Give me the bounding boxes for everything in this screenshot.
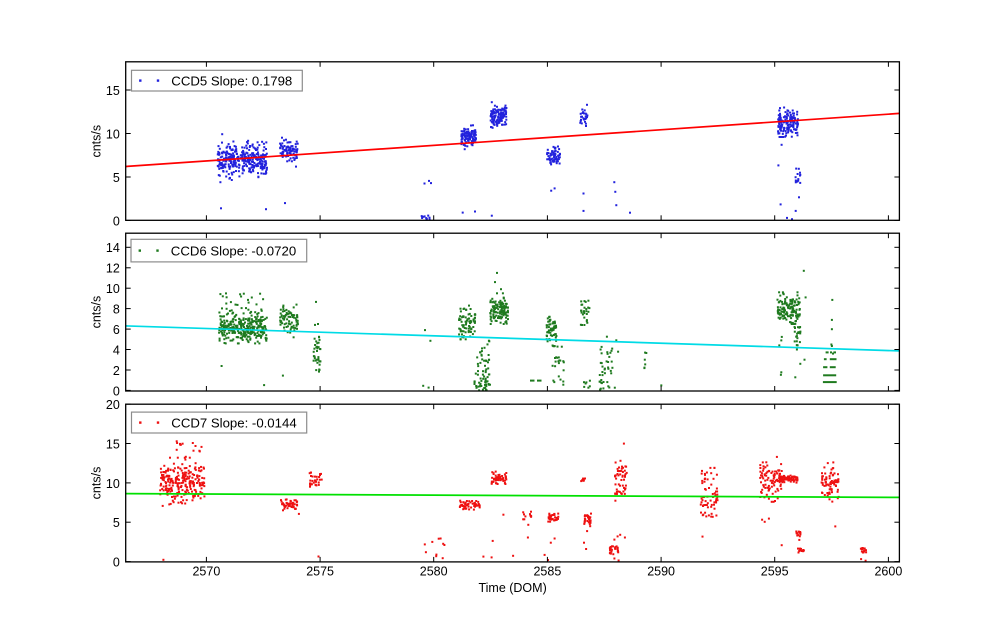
svg-text:0: 0 xyxy=(113,384,120,398)
svg-text:4: 4 xyxy=(113,343,120,357)
svg-text:cnts/s: cnts/s xyxy=(90,467,104,500)
svg-text:10: 10 xyxy=(106,127,120,141)
svg-text:10: 10 xyxy=(106,477,120,491)
svg-text:2575: 2575 xyxy=(306,565,334,579)
svg-text:10: 10 xyxy=(106,282,120,296)
svg-text:12: 12 xyxy=(106,262,120,276)
svg-text:2580: 2580 xyxy=(420,565,448,579)
svg-text:15: 15 xyxy=(106,84,120,98)
svg-text:0: 0 xyxy=(113,214,120,228)
svg-text:CCD5 Slope: 0.1798: CCD5 Slope: 0.1798 xyxy=(171,73,292,88)
svg-text:2590: 2590 xyxy=(647,565,675,579)
svg-text:5: 5 xyxy=(113,171,120,185)
svg-text:14: 14 xyxy=(106,241,120,255)
svg-text:2600: 2600 xyxy=(874,565,902,579)
svg-text:Time (DOM): Time (DOM) xyxy=(478,581,546,595)
svg-text:8: 8 xyxy=(113,303,120,317)
svg-text:0: 0 xyxy=(113,556,120,570)
svg-text:15: 15 xyxy=(106,437,120,451)
svg-text:cnts/s: cnts/s xyxy=(90,125,104,158)
svg-text:2585: 2585 xyxy=(533,565,561,579)
svg-text:cnts/s: cnts/s xyxy=(90,296,104,329)
svg-text:CCD6 Slope: -0.0720: CCD6 Slope: -0.0720 xyxy=(171,243,296,258)
svg-text:2595: 2595 xyxy=(761,565,789,579)
svg-text:2: 2 xyxy=(113,364,120,378)
svg-text:20: 20 xyxy=(106,398,120,412)
svg-text:CCD7 Slope: -0.0144: CCD7 Slope: -0.0144 xyxy=(171,415,296,430)
svg-text:5: 5 xyxy=(113,516,120,530)
svg-text:2570: 2570 xyxy=(192,565,220,579)
svg-text:6: 6 xyxy=(113,323,120,337)
